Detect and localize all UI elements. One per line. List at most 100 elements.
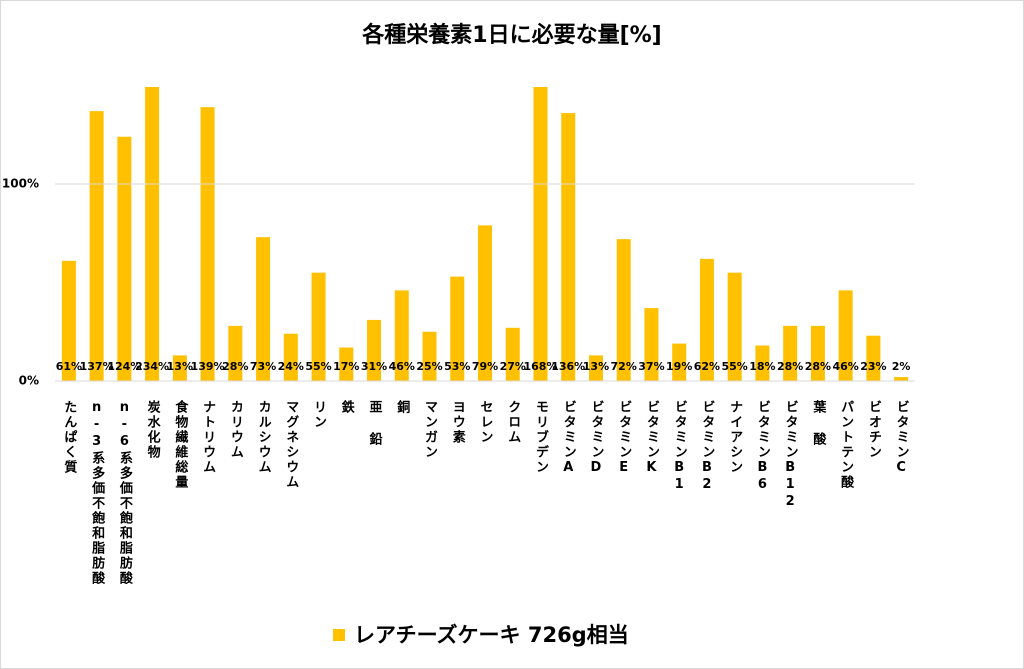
x-tick-label: ビタミンB6 — [755, 400, 771, 494]
y-tick-label: 100% — [2, 177, 39, 191]
x-tick-label: 炭水化物 — [145, 399, 161, 460]
bar — [450, 276, 465, 381]
bar — [228, 325, 243, 381]
data-label: 28% — [805, 360, 831, 373]
x-tick-label: 葉 酸 — [810, 399, 827, 447]
data-label: 124% — [107, 360, 141, 373]
data-label: 19% — [666, 360, 692, 373]
data-label: 18% — [749, 360, 775, 373]
x-tick-label: ビタミンB12 — [783, 400, 799, 511]
data-label: 61% — [56, 360, 82, 373]
bar — [672, 343, 687, 381]
x-tick-label: モリブデン — [533, 400, 548, 475]
x-tick-label: n-3系多価不飽和脂肪酸 — [89, 400, 106, 586]
bar — [145, 87, 160, 382]
x-tick-label: クロム — [505, 400, 521, 445]
plot-area — [61, 87, 909, 382]
bar — [727, 272, 742, 381]
data-label: 25% — [416, 360, 442, 373]
data-label: 28% — [777, 360, 803, 373]
data-label: 139% — [191, 360, 225, 373]
bar — [894, 377, 909, 381]
x-tick-label: ナトリウム — [200, 400, 216, 475]
data-label: 234% — [135, 360, 169, 373]
legend-label: レアチーズケーキ 726g相当 — [354, 623, 629, 647]
bar — [172, 355, 187, 381]
bar — [61, 260, 76, 381]
data-label: 28% — [222, 360, 248, 373]
bar — [200, 107, 215, 382]
bar — [367, 319, 382, 381]
bar — [505, 327, 520, 381]
data-label: 13% — [583, 360, 609, 373]
x-tick-label: ビタミンC — [894, 400, 910, 477]
bar — [117, 136, 132, 381]
data-label: 37% — [638, 360, 664, 373]
x-tick-label: ビオチン — [866, 400, 882, 460]
data-label: 53% — [444, 360, 470, 373]
x-tick-label: たんぱく質 — [61, 400, 77, 475]
bar — [256, 237, 271, 381]
data-label: 27% — [500, 360, 526, 373]
x-tick-label: ナイアシン — [727, 400, 743, 475]
bar — [838, 290, 853, 381]
x-tick-label: リン — [311, 400, 326, 430]
data-label: 46% — [389, 360, 415, 373]
data-label: 31% — [361, 360, 387, 373]
x-tick-label: 鉄 — [339, 399, 355, 415]
x-tick-label: ビタミンD — [588, 400, 604, 477]
x-tick-label: パントテン酸 — [838, 400, 854, 490]
data-label: 168% — [523, 360, 557, 373]
x-tick-label: ビタミンB2 — [699, 400, 715, 494]
x-tick-label: 銅 — [394, 399, 410, 415]
x-tick-label: ビタミンB1 — [672, 400, 688, 494]
bar — [783, 325, 798, 381]
legend-swatch — [333, 629, 345, 641]
data-label: 79% — [472, 360, 498, 373]
bar — [339, 347, 354, 381]
data-label: 136% — [551, 360, 585, 373]
bar — [533, 87, 548, 381]
bar — [588, 355, 603, 381]
chart-title: 各種栄養素1日に必要な量[%] — [361, 22, 661, 48]
bar — [311, 272, 326, 381]
x-tick-label: ビタミンA — [561, 400, 577, 477]
data-label: 23% — [860, 360, 886, 373]
x-tick-label: マンガン — [422, 400, 438, 460]
data-label: 62% — [694, 360, 720, 373]
data-label: 2% — [892, 360, 911, 373]
data-label: 55% — [722, 360, 748, 373]
bar — [89, 111, 104, 382]
x-tick-label: マグネシウム — [283, 400, 299, 490]
bar — [561, 113, 576, 381]
x-tick-label: セレン — [478, 400, 494, 445]
x-tick-label: ビタミンK — [644, 400, 660, 477]
y-tick-label: 0% — [19, 374, 39, 388]
data-label: 72% — [611, 360, 637, 373]
x-tick-label: カルシウム — [256, 400, 272, 475]
data-label: 13% — [167, 360, 193, 373]
data-label: 55% — [305, 360, 331, 373]
bar — [616, 239, 631, 381]
bar — [755, 345, 770, 381]
x-tick-label: 食物繊維総量 — [172, 399, 188, 490]
bar — [422, 331, 437, 381]
x-tick-label: n-6系多価不飽和脂肪酸 — [117, 400, 133, 586]
x-tick-label: カリウム — [228, 400, 244, 460]
x-tick-label: ヨウ素 — [450, 400, 466, 445]
bar — [283, 333, 298, 381]
bar — [699, 258, 714, 381]
bar — [478, 225, 492, 381]
bar — [810, 325, 825, 381]
data-label: 24% — [278, 360, 304, 373]
bar — [866, 335, 881, 381]
data-label: 73% — [250, 360, 276, 373]
data-label: 46% — [832, 360, 858, 373]
x-tick-label: 亜 鉛 — [367, 400, 383, 447]
bar — [644, 308, 659, 381]
bar — [394, 290, 409, 381]
data-label: 17% — [333, 360, 359, 373]
data-label: 137% — [80, 360, 114, 373]
x-tick-label: ビタミンE — [616, 400, 632, 477]
